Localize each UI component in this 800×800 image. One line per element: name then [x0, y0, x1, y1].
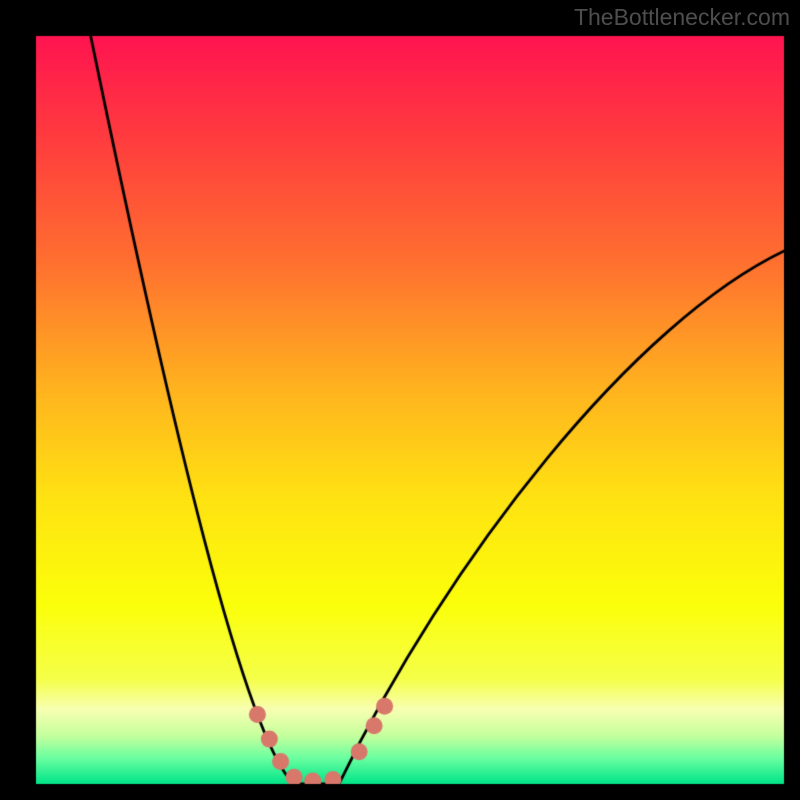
bottleneck-chart-canvas	[0, 0, 800, 800]
bottleneck-chart-stage: TheBottlenecker.com	[0, 0, 800, 800]
